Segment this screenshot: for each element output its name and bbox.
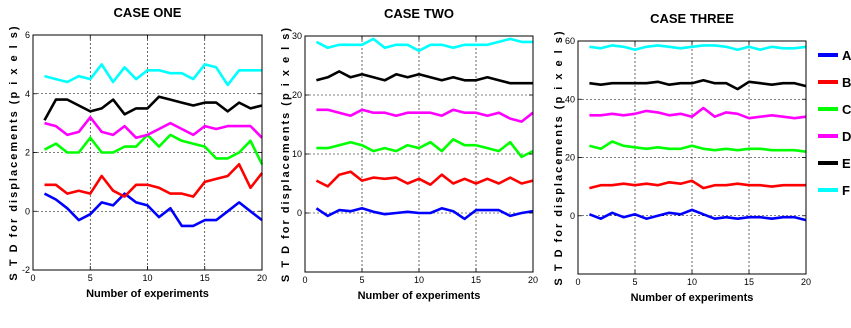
x-axis-label: Number of experiments: [86, 288, 209, 300]
series-line-a: [588, 208, 807, 222]
legend-label-c: C: [842, 102, 851, 117]
series-line-b: [589, 179, 806, 190]
x-tick-label: 0: [575, 277, 580, 287]
series-line-a: [315, 207, 534, 221]
legend-label-f: F: [842, 183, 850, 198]
series-line-d: [44, 116, 263, 140]
y-tick-label: 0: [297, 208, 302, 218]
y-tick-label: 4: [25, 89, 30, 99]
y-tick-label: 2: [25, 148, 30, 158]
legend-label-e: E: [842, 156, 851, 171]
y-tick-label: 0: [25, 206, 30, 216]
x-axis-label: Number of experiments: [631, 292, 754, 304]
series-line-c: [589, 140, 807, 153]
chart-title: CASE THREE: [650, 11, 734, 26]
series-line-c: [43, 133, 264, 165]
series-line-b: [315, 170, 534, 188]
y-tick-label: -2: [22, 265, 30, 275]
x-axis-label: Number of experiments: [358, 290, 481, 302]
y-tick-label: 10: [292, 149, 302, 159]
y-tick-label: 40: [565, 94, 575, 104]
legend-label-b: B: [842, 75, 851, 90]
x-tick-label: 20: [801, 277, 811, 287]
series-line-e: [316, 70, 533, 85]
y-tick-label: 0: [570, 211, 575, 221]
series-line-c: [316, 138, 534, 159]
y-axis-label: S T D for displacements (p i x e l s): [280, 26, 292, 282]
chart-title: CASE TWO: [384, 6, 454, 21]
series-line-f: [315, 37, 533, 53]
x-tick-label: 5: [359, 275, 364, 285]
y-axis-label: S T D for displacements (p i x e l s): [553, 29, 565, 285]
x-tick-label: 20: [257, 273, 267, 283]
series-line-a: [43, 192, 263, 228]
x-tick-label: 15: [744, 277, 754, 287]
series-line-e: [43, 95, 263, 121]
x-tick-label: 20: [528, 275, 538, 285]
x-tick-label: 10: [687, 277, 697, 287]
x-tick-label: 0: [302, 275, 307, 285]
y-axis-label: S T D for displacements (p i x e l s): [8, 24, 20, 280]
series-line-e: [589, 79, 807, 91]
chart-title: CASE ONE: [114, 5, 182, 20]
x-tick-label: 5: [632, 277, 637, 287]
series-line-b: [44, 163, 264, 198]
series-line-f: [589, 44, 807, 52]
y-tick-label: 20: [292, 90, 302, 100]
x-tick-label: 15: [200, 273, 210, 283]
series-line-d: [589, 106, 807, 120]
x-tick-label: 5: [88, 273, 93, 283]
x-tick-label: 10: [142, 273, 152, 283]
x-tick-label: 10: [414, 275, 424, 285]
legend-label-a: A: [842, 48, 851, 63]
y-tick-label: 60: [565, 36, 575, 46]
y-tick-label: 6: [25, 30, 30, 40]
y-tick-label: 30: [292, 31, 302, 41]
legend-label-d: D: [842, 129, 851, 144]
x-tick-label: 0: [30, 273, 35, 283]
x-tick-label: 15: [471, 275, 481, 285]
series-line-d: [316, 108, 534, 123]
panel-2: 0 5 10 15 20 0 10 20 30 CASE TWO Number of experim…: [280, 6, 538, 302]
y-tick-label: 20: [565, 153, 575, 163]
series-line-f: [44, 63, 262, 87]
panel-3: 0 5 10 15 20 0 20 40 60 CASE THREE Number of exper…: [553, 11, 811, 304]
